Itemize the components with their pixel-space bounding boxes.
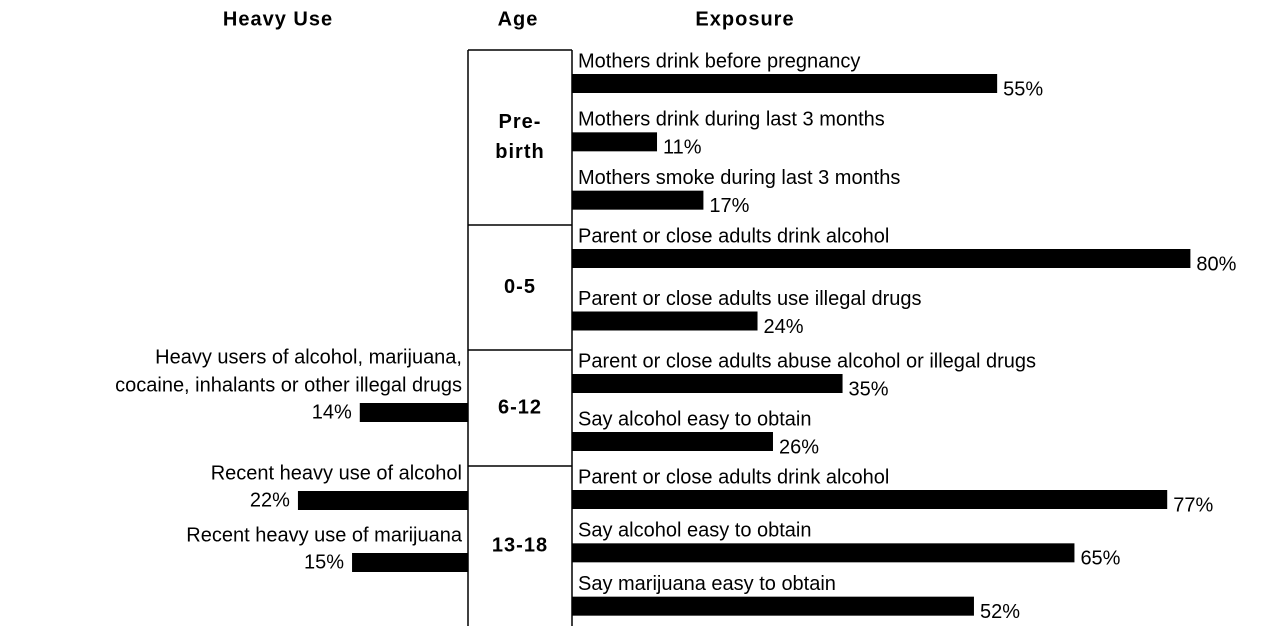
heavy-use-label: Heavy users of alcohol, marijuana, <box>155 346 462 368</box>
value-label: 14% <box>312 401 352 423</box>
bar <box>572 596 974 616</box>
bar <box>572 543 1075 563</box>
exposure-label: Say alcohol easy to obtain <box>578 520 812 542</box>
value-label: 17% <box>709 195 749 217</box>
bar <box>572 311 758 331</box>
bar <box>572 249 1191 268</box>
exposure-label: Mothers drink before pregnancy <box>578 50 860 72</box>
bar <box>297 491 468 510</box>
exposure-label: Say alcohol easy to obtain <box>578 408 812 430</box>
value-label: 15% <box>304 551 344 573</box>
right-header: Exposure <box>695 8 794 30</box>
bar <box>572 74 998 93</box>
age-label: Pre- <box>499 111 542 133</box>
age-label: 13-18 <box>492 534 548 556</box>
exposure-label: Parent or close adults use illegal drugs <box>578 288 922 310</box>
bar <box>352 553 468 572</box>
age-label: 0-5 <box>504 276 536 298</box>
heavy-use-label: Recent heavy use of alcohol <box>211 462 462 484</box>
value-label: 11% <box>663 137 702 159</box>
bar <box>572 374 843 393</box>
left-header: Heavy Use <box>223 8 333 30</box>
value-label: 77% <box>1173 494 1213 516</box>
age-label: 6-12 <box>498 396 542 418</box>
bar <box>572 132 658 152</box>
value-label: 22% <box>250 489 290 511</box>
exposure-label: Mothers smoke during last 3 months <box>578 167 900 189</box>
value-label: 80% <box>1196 253 1236 275</box>
heavy-use-label: Recent heavy use of marijuana <box>186 524 463 546</box>
bar <box>572 190 704 210</box>
value-label: 26% <box>779 436 819 458</box>
value-label: 35% <box>849 378 889 400</box>
heavy-use-label: cocaine, inhalants or other illegal drug… <box>115 374 462 396</box>
value-label: 55% <box>1003 78 1043 100</box>
exposure-label: Say marijuana easy to obtain <box>578 573 836 595</box>
age-label: birth <box>495 141 544 163</box>
value-label: 65% <box>1080 548 1120 570</box>
exposure-label: Parent or close adults drink alcohol <box>578 225 889 247</box>
exposure-label: Mothers drink during last 3 months <box>578 109 885 131</box>
bar <box>359 403 468 422</box>
value-label: 24% <box>764 316 804 338</box>
exposure-label: Parent or close adults abuse alcohol or … <box>578 350 1036 372</box>
bar <box>572 432 773 451</box>
bar <box>572 490 1168 509</box>
center-header: Age <box>498 8 539 30</box>
exposure-label: Parent or close adults drink alcohol <box>578 466 889 488</box>
value-label: 52% <box>980 601 1020 623</box>
